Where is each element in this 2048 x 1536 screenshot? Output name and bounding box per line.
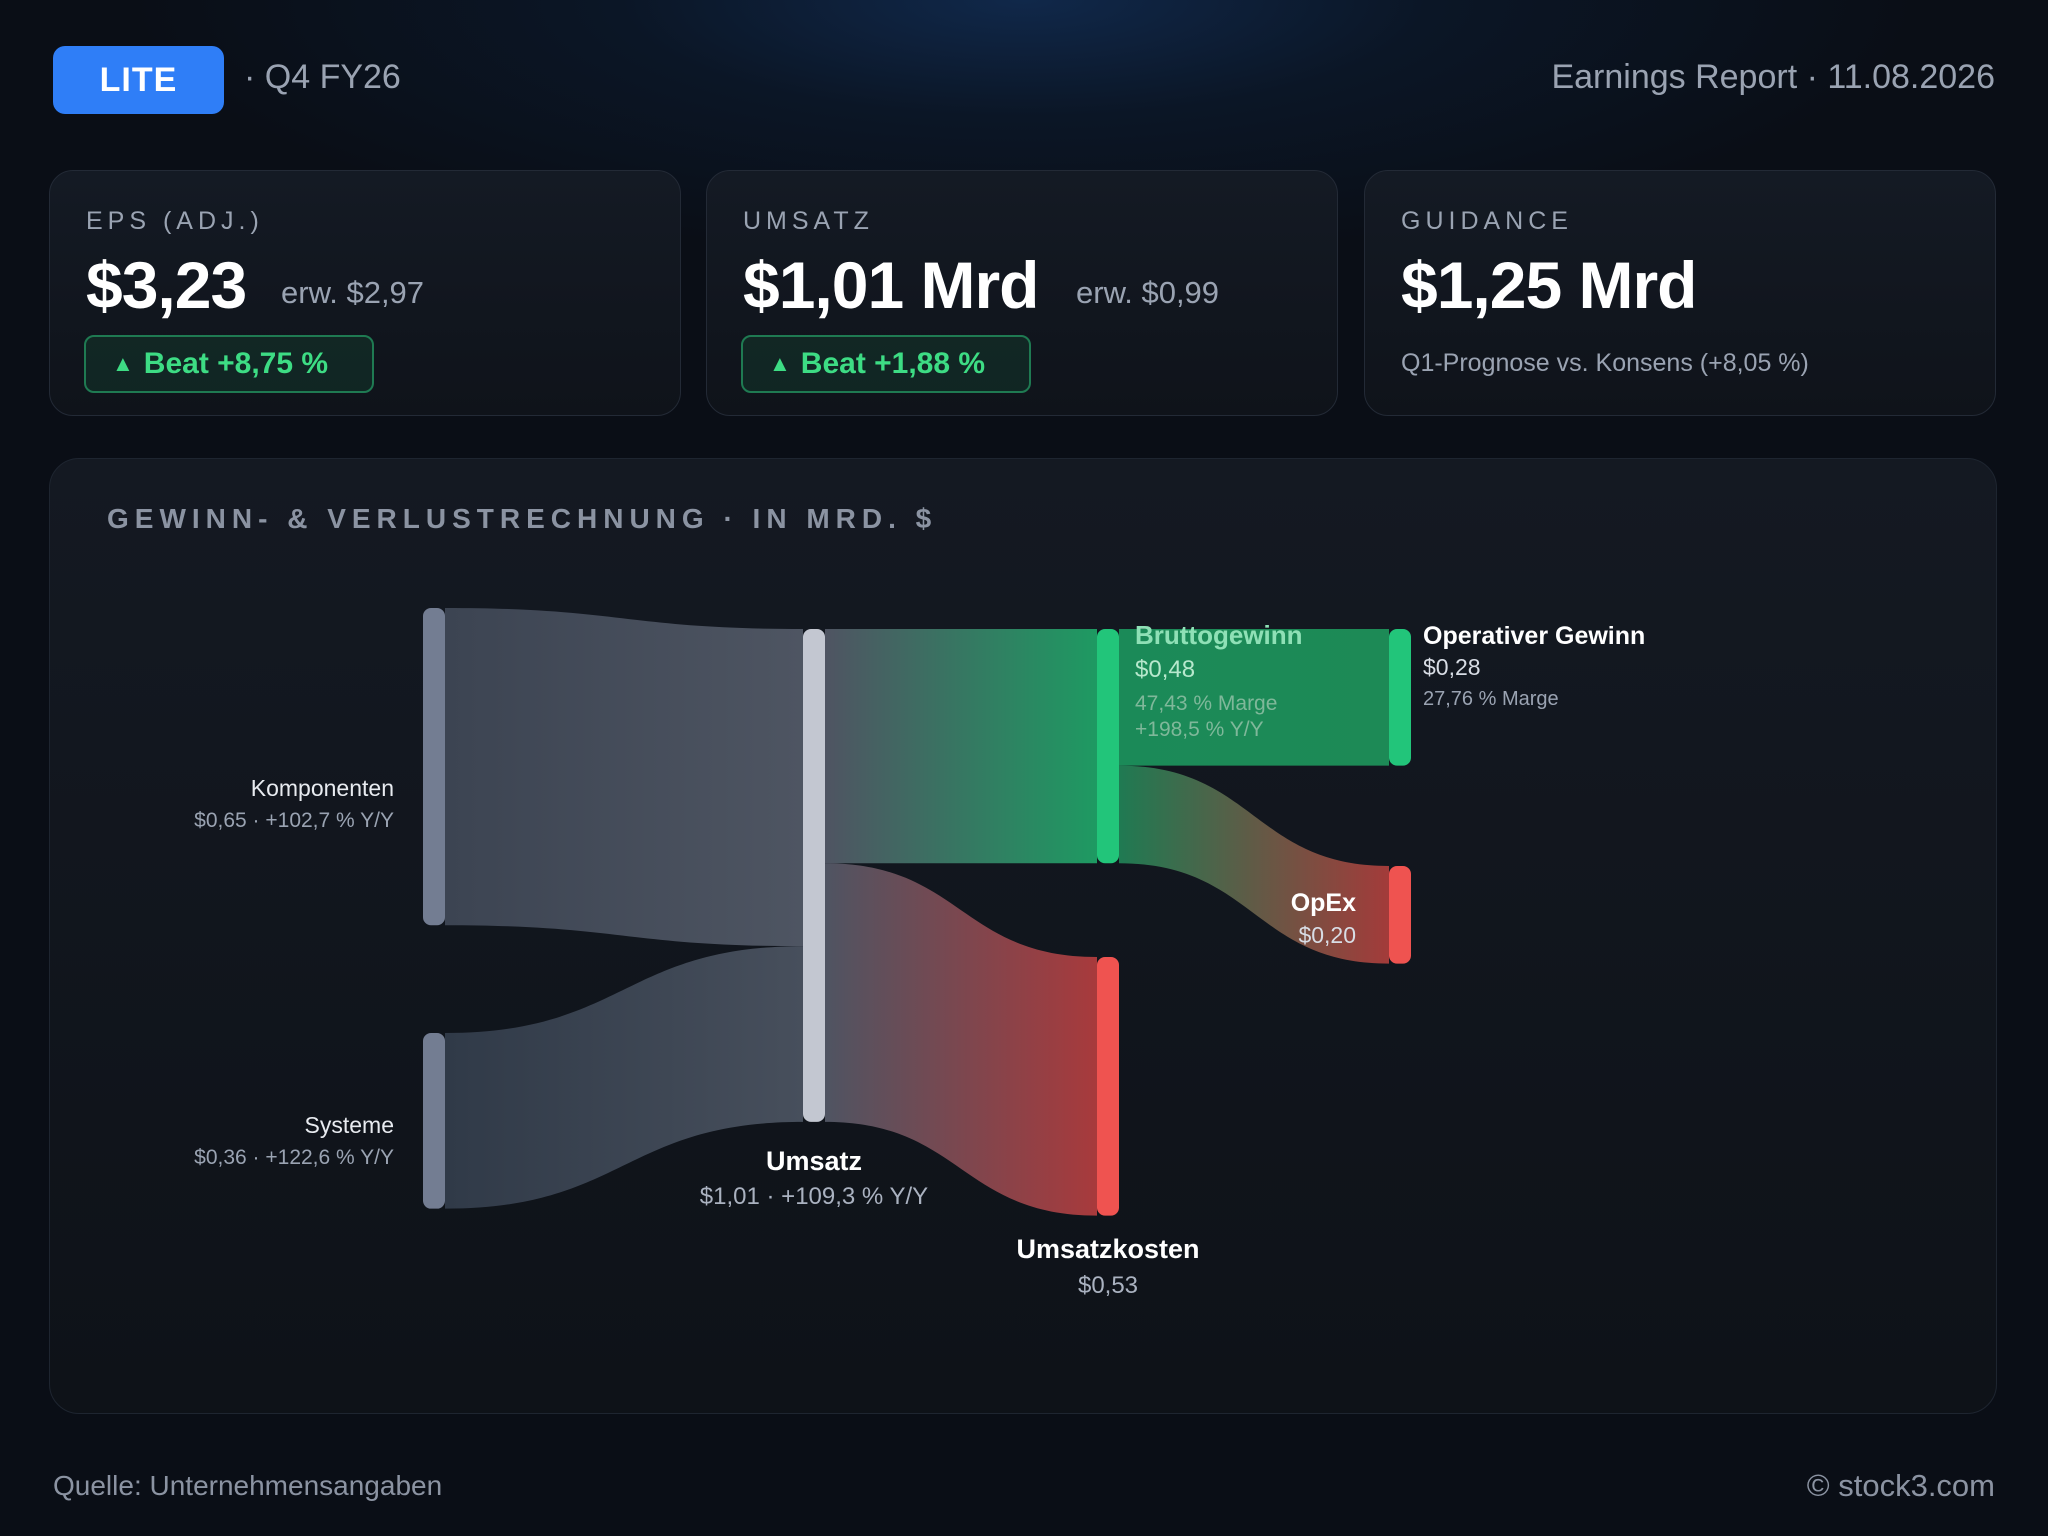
label-kosten-value: $0,53	[1078, 1272, 1138, 1299]
revenue-expected: erw. $0,99	[1076, 275, 1220, 310]
ticker-badge: LITE	[53, 46, 224, 114]
revenue-beat-text: Beat +1,88 %	[800, 347, 986, 380]
label-opgewinn-margin: 27,76 % Marge	[1423, 688, 1559, 710]
node-brutto	[1097, 629, 1119, 864]
flow-brutto-to-opgewinn	[1119, 629, 1389, 766]
node-kosten	[1097, 957, 1119, 1216]
guidance-label: GUIDANCE	[1401, 207, 1573, 235]
label-opex-value: $0,20	[1298, 922, 1356, 948]
report-date: Earnings Report · 11.08.2026	[1551, 58, 1995, 96]
flow-umsatz-to-brutto	[825, 629, 1097, 864]
chart-title: GEWINN- & VERLUSTRECHNUNG · IN MRD. $	[107, 503, 938, 534]
fiscal-period: · Q4 FY26	[244, 58, 401, 96]
eps-label: EPS (ADJ.)	[86, 207, 264, 235]
eps-beat-badge: ▲ Beat +8,75 %	[84, 335, 374, 393]
label-brutto-growth: +198,5 % Y/Y	[1135, 718, 1264, 741]
eps-expected: erw. $2,97	[281, 275, 425, 310]
flow-umsatz-to-kosten	[825, 863, 1097, 1216]
node-opex	[1389, 866, 1411, 964]
triangle-up-icon: ▲	[769, 351, 791, 376]
income-statement-panel	[49, 458, 1997, 1414]
label-kosten-name: Umsatzkosten	[1016, 1234, 1199, 1264]
node-umsatz	[803, 629, 825, 1122]
label-komponenten-detail: $0,65 · +102,7 % Y/Y	[194, 809, 394, 832]
label-brutto-margin: 47,43 % Marge	[1135, 692, 1277, 715]
label-umsatz-name: Umsatz	[766, 1146, 862, 1176]
revenue-label: UMSATZ	[743, 207, 874, 235]
guidance-note: Q1-Prognose vs. Konsens (+8,05 %)	[1401, 349, 1809, 377]
label-opex-name: OpEx	[1291, 889, 1356, 917]
revenue-value: $1,01 Mrd	[743, 248, 1039, 322]
node-opgewinn	[1389, 629, 1411, 766]
label-opgewinn-value: $0,28	[1423, 654, 1481, 680]
eps-beat-text: Beat +8,75 %	[143, 347, 329, 380]
label-umsatz-detail: $1,01 · +109,3 % Y/Y	[700, 1183, 928, 1210]
revenue-card: UMSATZ $1,01 Mrd erw. $0,99 ▲ Beat +1,88…	[706, 170, 1338, 416]
guidance-card: GUIDANCE $1,25 Mrd Q1-Prognose vs. Konse…	[1364, 170, 1996, 416]
label-opgewinn-name: Operativer Gewinn	[1423, 622, 1645, 650]
label-brutto-value: $0,48	[1135, 656, 1195, 683]
source-note: Quelle: Unternehmensangaben	[53, 1470, 443, 1501]
flow-komponenten-to-umsatz	[445, 608, 803, 947]
node-komponenten	[423, 608, 445, 926]
guidance-value: $1,25 Mrd	[1401, 248, 1697, 322]
node-systeme	[423, 1033, 445, 1209]
label-komponenten-name: Komponenten	[251, 775, 394, 801]
label-systeme-name: Systeme	[305, 1112, 394, 1138]
label-systeme-detail: $0,36 · +122,6 % Y/Y	[194, 1146, 394, 1169]
brand-copyright: © stock3.com	[1806, 1468, 1995, 1503]
flow-brutto-to-opex	[1119, 765, 1389, 964]
flow-systeme-to-umsatz	[445, 946, 803, 1209]
revenue-beat-badge: ▲ Beat +1,88 %	[741, 335, 1031, 393]
label-brutto-name: Bruttogewinn	[1135, 620, 1303, 650]
eps-value: $3,23	[86, 248, 247, 322]
triangle-up-icon: ▲	[112, 351, 134, 376]
eps-card: EPS (ADJ.) $3,23 erw. $2,97 ▲ Beat +8,75…	[49, 170, 681, 416]
